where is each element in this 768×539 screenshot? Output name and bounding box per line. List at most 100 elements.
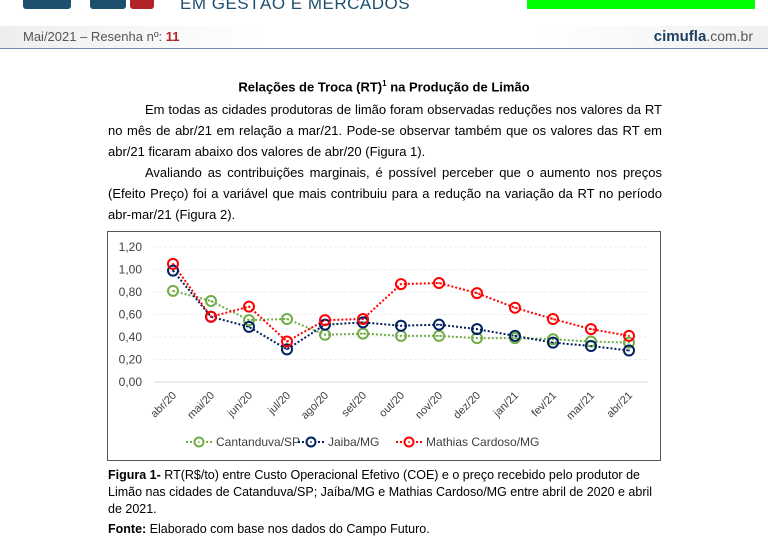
x-tick-label: mar/21	[564, 390, 597, 423]
paragraph-1: Em todas as cidades produtoras de limão …	[108, 99, 662, 162]
logo-block	[90, 0, 126, 9]
x-tick-label: jun/20	[225, 390, 255, 420]
data-point	[623, 329, 635, 342]
data-point	[471, 287, 483, 300]
data-point-center	[628, 334, 630, 337]
data-point	[281, 343, 293, 356]
y-tick-label: 1,00	[119, 263, 143, 277]
data-point-center	[476, 328, 478, 331]
data-point	[395, 319, 407, 332]
data-point-center	[628, 349, 630, 352]
data-point-center	[248, 319, 250, 322]
article-title: Relações de Troca (RT)1 na Produção de L…	[0, 79, 768, 94]
x-tick-label: out/20	[377, 390, 407, 420]
data-point-center	[552, 318, 554, 320]
figure-caption: Figura 1- RT(R$/to) entre Custo Operacio…	[108, 467, 664, 518]
data-point-center	[552, 338, 554, 341]
line-chart: 0,00 0,20 0,40 0,60 0,80 1,00 1,20 abr/20 mai/2…	[119, 240, 648, 449]
site-name: cimufla	[653, 28, 707, 45]
data-point	[167, 264, 179, 277]
legend-marker-center	[408, 441, 410, 443]
data-point-center	[324, 319, 326, 322]
issue-label: Mai/2021 – Resenha nº: 11	[23, 29, 180, 44]
data-point	[243, 300, 255, 313]
source-label: Fonte:	[108, 522, 147, 536]
data-point-center	[552, 341, 554, 344]
data-point-center	[248, 305, 250, 308]
y-tick-label: 0,00	[119, 375, 143, 389]
x-tick-label: jan/21	[491, 390, 521, 420]
chart-container: 0,00 0,20 0,40 0,60 0,80 1,00 1,20 abr/20 mai/2…	[107, 231, 661, 461]
legend-marker-center	[310, 441, 312, 443]
data-point	[471, 323, 483, 336]
logo-block	[130, 0, 154, 9]
data-point-center	[172, 262, 174, 265]
x-tick-label: fev/21	[529, 390, 559, 420]
paragraph-2: Avaliando as contribuições marginais, é …	[108, 162, 662, 225]
x-tick-label: abr/20	[149, 390, 180, 421]
logo-block	[23, 0, 71, 9]
legend-marker-center	[198, 441, 200, 443]
data-point	[319, 314, 331, 327]
data-point	[205, 295, 217, 307]
data-point	[623, 344, 635, 357]
data-point-center	[248, 325, 250, 328]
title-main: Relações de Troca (RT)	[238, 79, 383, 95]
data-point-center	[628, 341, 630, 344]
site-link[interactable]: cimufla.com.br	[654, 28, 753, 45]
legend-label: Cantanduva/SP	[216, 435, 300, 449]
caption-text: RT(R$/to) entre Custo Operacional Efetiv…	[108, 468, 653, 516]
data-point-center	[476, 292, 478, 295]
x-tick-label: nov/20	[413, 390, 445, 422]
data-point-center	[438, 282, 440, 284]
data-point	[509, 329, 521, 342]
data-point-center	[286, 348, 288, 351]
data-point-center	[438, 334, 440, 337]
x-tick-label: ago/20	[299, 390, 331, 422]
data-point	[547, 336, 559, 349]
data-point	[585, 323, 597, 336]
title-footnote: 1	[382, 79, 387, 88]
data-point	[167, 257, 179, 270]
site-domain: .com.br	[706, 28, 753, 44]
data-point-center	[172, 289, 174, 292]
header-tagline: EM GESTÃO E MERCADOS	[180, 0, 411, 13]
data-point	[433, 277, 445, 289]
data-point	[547, 333, 559, 346]
data-point-center	[514, 334, 516, 337]
data-point-center	[362, 318, 364, 320]
y-tick-label: 1,20	[119, 240, 143, 254]
data-point-center	[400, 334, 402, 337]
x-tick-label: jul/20	[265, 390, 293, 418]
series-line	[172, 269, 630, 352]
data-point-center	[438, 323, 440, 326]
title-rest: na Produção de Limão	[386, 79, 530, 95]
y-tick-label: 0,20	[119, 353, 143, 367]
paragraph-2-text: Avaliando as contribuições marginais, é …	[108, 165, 662, 222]
legend-label: Mathias Cardoso/MG	[426, 435, 539, 449]
data-point	[243, 314, 255, 327]
figure-source: Fonte: Elaborado com base nos dados do C…	[108, 522, 430, 536]
data-point-center	[476, 337, 478, 340]
data-point-center	[362, 321, 364, 324]
data-point	[205, 310, 217, 323]
data-point	[585, 340, 597, 352]
data-point	[433, 329, 445, 342]
data-point	[547, 313, 559, 325]
data-point-center	[324, 333, 326, 336]
data-point-center	[400, 324, 402, 327]
data-point	[623, 336, 635, 349]
data-point-center	[514, 306, 516, 309]
data-point	[281, 313, 293, 325]
series-line	[172, 289, 630, 344]
x-tick-label: dez/20	[451, 390, 483, 422]
x-tick-label: set/20	[339, 390, 369, 420]
data-point	[357, 327, 369, 340]
data-point	[281, 335, 293, 348]
caption-label: Figura 1-	[108, 468, 161, 482]
header-accent-bar	[527, 0, 755, 9]
data-point-center	[286, 340, 288, 343]
data-point-center	[590, 345, 592, 347]
data-point-center	[286, 318, 288, 320]
y-tick-label: 0,60	[119, 308, 143, 322]
